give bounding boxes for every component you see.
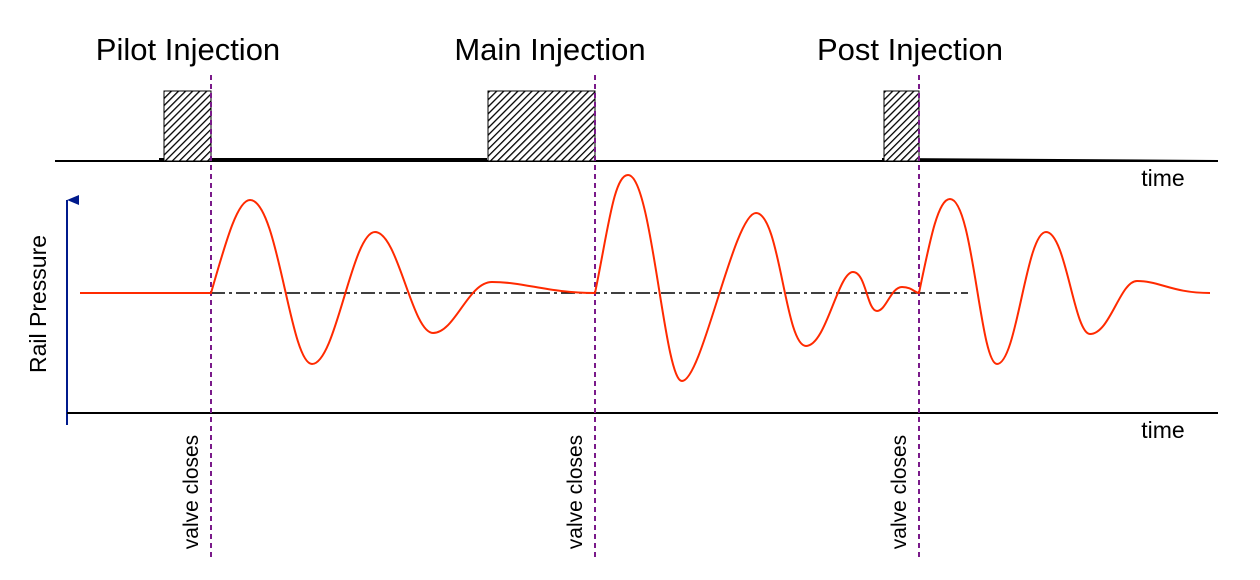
phase-title-post: Post Injection [817,32,1003,67]
main-injection-pulse [487,90,596,162]
valve-closes-label-pilot: valve closes [180,435,203,549]
rail-pressure-label: Rail Pressure [25,235,51,373]
phase-title-main: Main Injection [454,32,645,67]
rail-pressure-curve [80,173,1211,383]
pilot-injection-pulse [163,90,212,162]
valve-closes-label-post: valve closes [888,435,911,549]
post-injection-pulse [883,90,920,162]
time-axis-label-top: time [1141,165,1184,191]
phase-title-pilot: Pilot Injection [96,32,280,67]
time-axis-label-bottom: time [1141,417,1184,443]
valve-closes-label-main: valve closes [564,435,587,549]
